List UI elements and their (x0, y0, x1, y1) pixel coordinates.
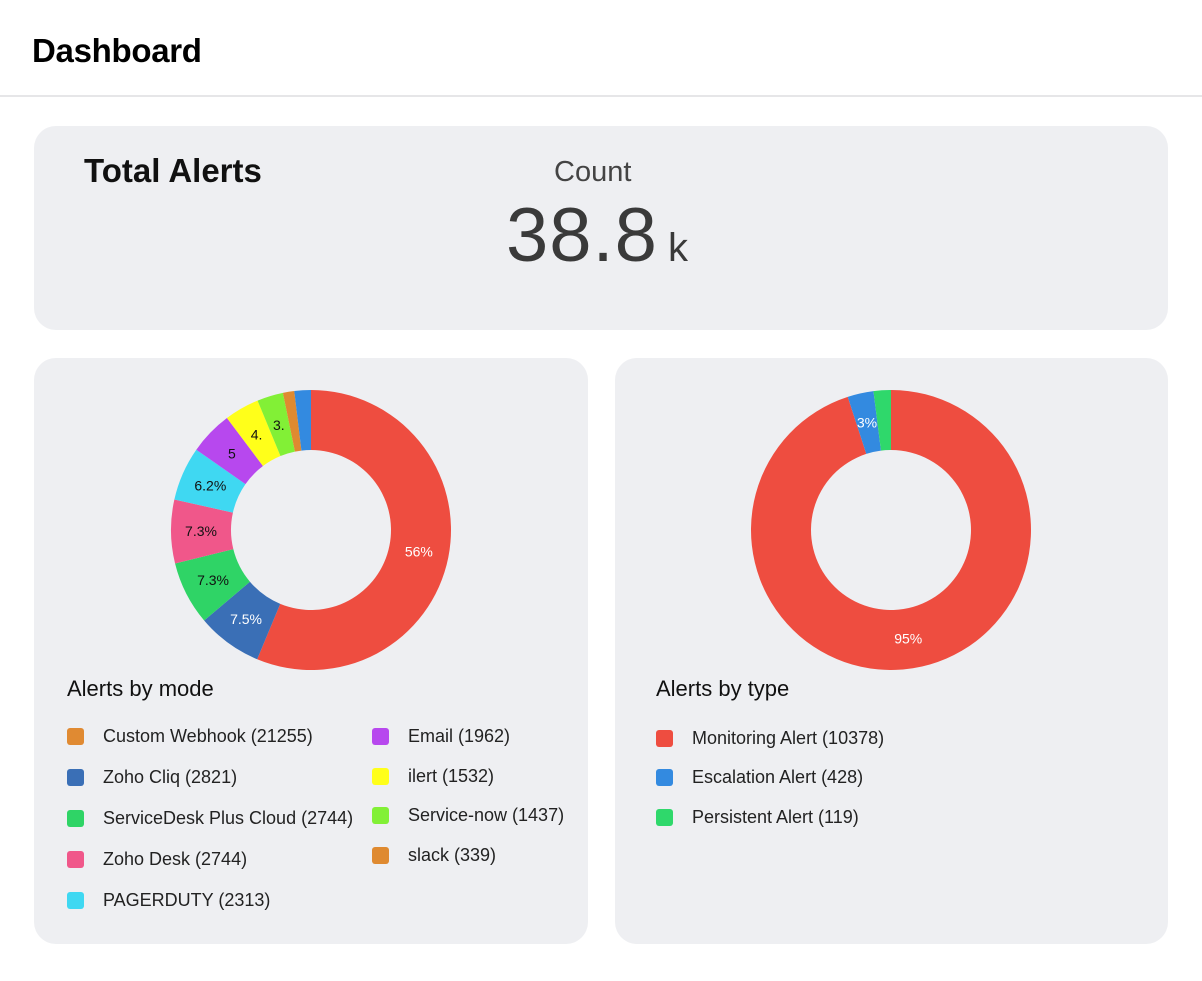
donut-data-label: 7.5% (230, 611, 262, 627)
donut-data-label: 3. (273, 417, 285, 433)
page-header: Dashboard (0, 0, 1202, 97)
donut-slice[interactable] (257, 392, 295, 457)
legend-label: Escalation Alert (428) (692, 767, 864, 787)
total-alerts-card: Total Alerts Count 38.8 k (34, 126, 1168, 330)
legend-item-zoho-desk[interactable]: Zoho Desk (2744) (67, 849, 247, 870)
alerts-by-mode-donut-chart: 56% 7.5% 7.3% 7.3% 6.2%5 4. 3. (170, 390, 451, 670)
legend-item-email[interactable]: Email (1962) (372, 726, 510, 747)
page-title: Dashboard (32, 32, 202, 69)
legend-swatch (372, 807, 389, 824)
donut-slice[interactable] (196, 418, 263, 485)
legend-label: ilert (1532) (408, 766, 495, 786)
legend-item-custom-webhook[interactable]: Custom Webhook (21255) (67, 726, 313, 747)
legend-item-persistent-alert[interactable]: Persistent Alert (119) (656, 807, 859, 828)
legend-swatch (67, 810, 84, 827)
legend-swatch (656, 809, 673, 826)
legend-item-slack[interactable]: slack (339) (372, 845, 496, 866)
donut-slice[interactable] (175, 549, 250, 621)
legend-swatch (372, 847, 389, 864)
donut-slice[interactable] (257, 390, 451, 670)
legend-item-zoho-cliq[interactable]: Zoho Cliq (2821) (67, 767, 237, 788)
donut-slice[interactable] (204, 581, 281, 660)
donut-data-label: 56% (405, 544, 433, 560)
count-label: Count (554, 156, 632, 188)
legend-label: Email (1962) (408, 726, 511, 746)
donut-slice[interactable] (174, 449, 246, 513)
alerts-by-mode-card: 56% 7.5% 7.3% 7.3% 6.2% 5 4. 3. Alerts by mode … (34, 358, 588, 944)
donut-data-label: 3% (857, 415, 877, 431)
legend-swatch (67, 851, 84, 868)
alerts-by-mode-title: Alerts by mode (67, 676, 214, 701)
donut-slice[interactable] (282, 391, 302, 452)
count-value: 38.8 (506, 193, 658, 278)
legend-swatch (656, 769, 673, 786)
donut-slice[interactable] (873, 390, 891, 451)
legend-label: Monitoring Alert (10378) (692, 728, 885, 748)
alerts-by-type-title: Alerts by type (656, 676, 790, 701)
legend-swatch (67, 728, 84, 745)
donut-slice[interactable] (847, 391, 881, 454)
donut-data-label: 7.3% (185, 523, 217, 539)
donut-data-label: 4. (251, 426, 263, 442)
count-unit: k (668, 226, 688, 270)
donut-data-label: 6.2% (194, 478, 226, 494)
legend-item-ilert[interactable]: ilert (1532) (372, 766, 494, 787)
donut-data-label: 5 (228, 446, 236, 462)
legend-label: Custom Webhook (21255) (103, 726, 313, 746)
donut-slice[interactable] (294, 390, 311, 451)
legend-label: Zoho Desk (2744) (103, 849, 248, 869)
legend-item-escalation-alert[interactable]: Escalation Alert (428) (656, 767, 863, 788)
legend-label: ServiceDesk Plus Cloud (2744) (103, 808, 354, 828)
alerts-by-type-card: 95% 3% Alerts by type Monitoring Alert (1… (615, 358, 1168, 944)
legend-item-pagerduty[interactable]: PAGERDUTY (2313) (67, 890, 270, 911)
legend-item-monitoring-alert[interactable]: Monitoring Alert (10378) (656, 728, 884, 749)
donut-data-label: 95% (894, 631, 922, 647)
legend-swatch (67, 769, 84, 786)
donut-slice[interactable] (170, 499, 234, 564)
donut-slice[interactable] (751, 390, 1031, 670)
total-alerts-title: Total Alerts (84, 152, 262, 189)
legend-swatch (372, 768, 389, 785)
legend-swatch (656, 730, 673, 747)
legend-swatch (67, 892, 84, 909)
legend-label: PAGERDUTY (2313) (103, 890, 271, 910)
alerts-by-type-donut-chart: 95% 3% (751, 390, 1031, 670)
legend-item-servicedesk-plus-cloud[interactable]: ServiceDesk Plus Cloud (2744) (67, 808, 353, 829)
legend-label: slack (339) (408, 845, 497, 865)
legend-label: Service-now (1437) (408, 805, 565, 825)
donut-slice[interactable] (226, 400, 281, 467)
legend-label: Zoho Cliq (2821) (103, 767, 238, 787)
legend-item-service-now[interactable]: Service-now (1437) (372, 805, 564, 826)
donut-data-label: 7.3% (197, 572, 229, 588)
legend-swatch (372, 728, 389, 745)
legend-label: Persistent Alert (119) (692, 807, 859, 827)
